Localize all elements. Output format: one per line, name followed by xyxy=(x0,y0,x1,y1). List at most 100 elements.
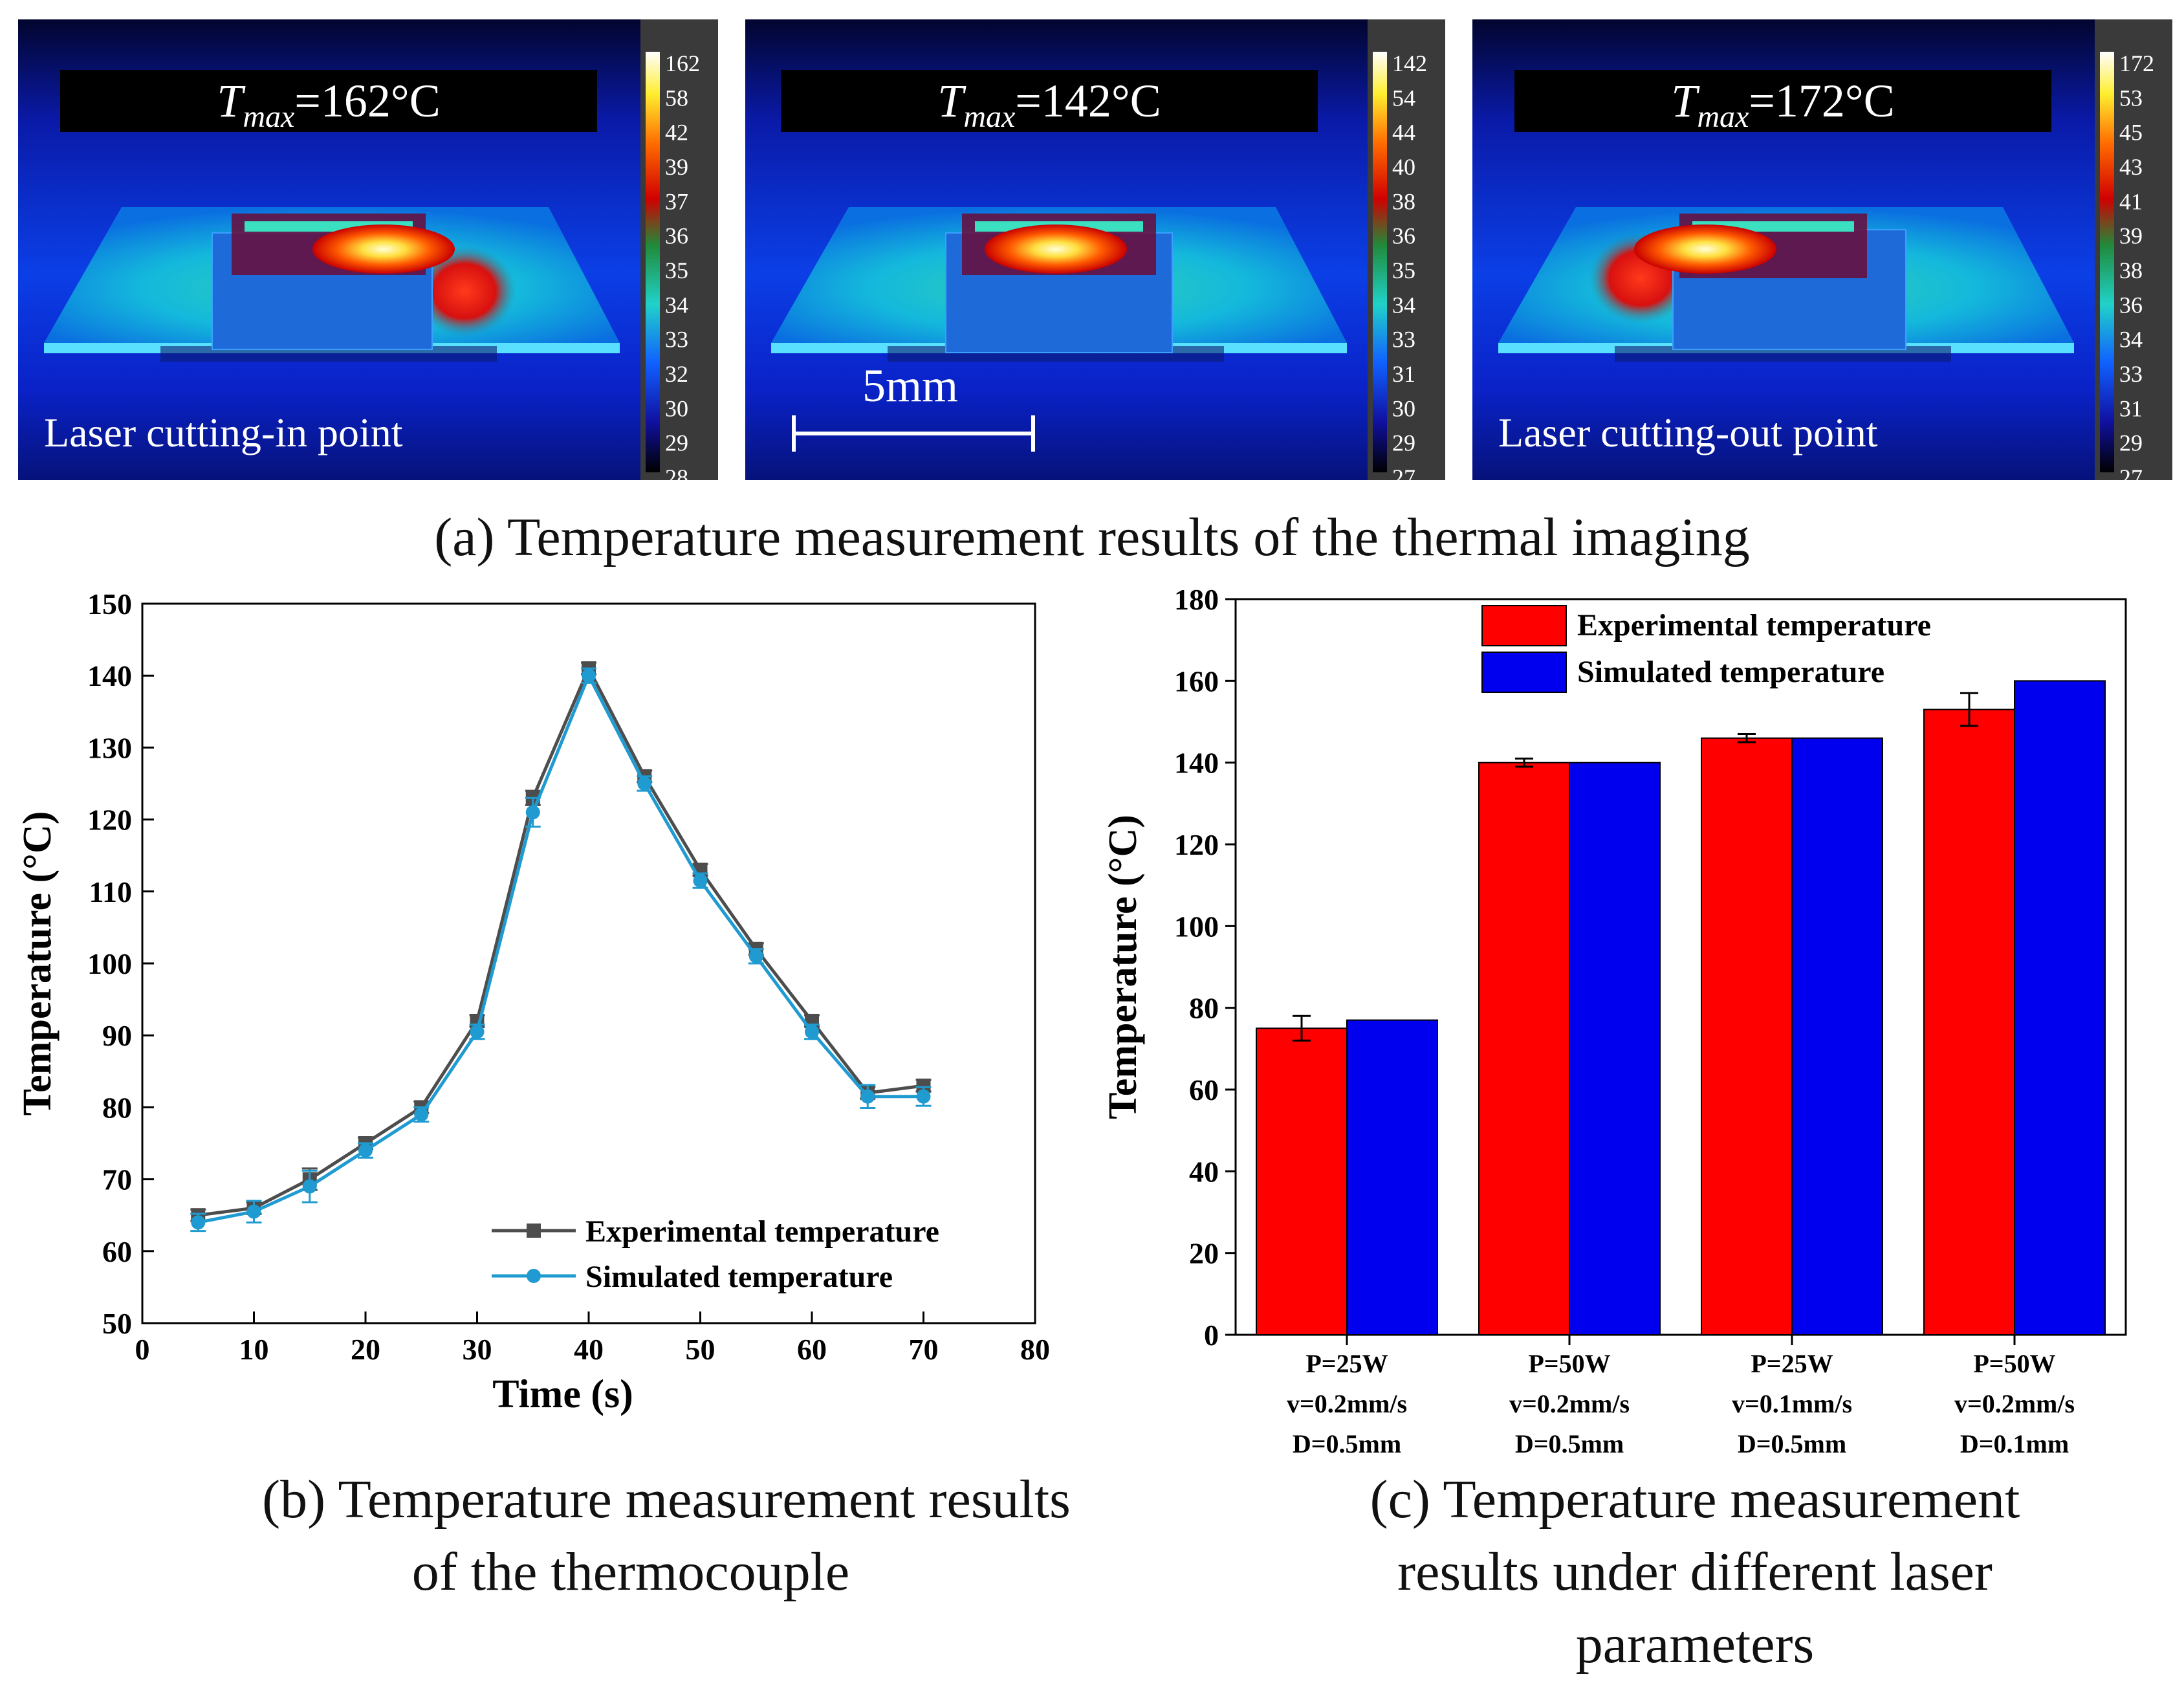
tmax-symbol: T xyxy=(1671,75,1700,127)
data-point-simulated xyxy=(414,1107,429,1122)
bar-simulated xyxy=(1791,737,1883,1335)
colorbar-tick-label: 38 xyxy=(2119,258,2143,283)
line-chart-thermocouple: 0 10 20 30 40 50 60 70 80 50 60 70 80 90 100 110 120 130 1… xyxy=(16,587,1050,1416)
bar-simulated xyxy=(1346,1019,1438,1335)
location-label: Laser cutting-out point xyxy=(1498,410,1878,455)
x-tick-label: D=0.1mm xyxy=(1960,1429,2069,1456)
colorbar-tick-label: 44 xyxy=(1392,120,1415,146)
x-tick-label: P=25W xyxy=(1305,1349,1388,1378)
caption-b-line1: (b) Temperature measurement results xyxy=(262,1469,1071,1530)
y-tick-label: 130 xyxy=(87,731,132,764)
y-tick-label: 60 xyxy=(1189,1073,1219,1106)
x-tick-label: P=50W xyxy=(1973,1349,2055,1378)
x-tick-label: 30 xyxy=(463,1333,492,1366)
x-tick-label: v=0.2mm/s xyxy=(1287,1389,1407,1418)
tmax-label: Tmax=172°C xyxy=(1671,75,1894,134)
colorbar-tick-label: 30 xyxy=(665,395,688,421)
colorbar-tick-label: 39 xyxy=(2119,223,2143,249)
caption-b-line2: of the thermocouple xyxy=(411,1542,850,1602)
y-axis-label: Temperature (°C) xyxy=(1101,815,1145,1119)
x-axis-label: Time (s) xyxy=(492,1372,633,1416)
plot-frame xyxy=(1234,598,2127,1336)
colorbar-tick-label: 31 xyxy=(2119,395,2143,421)
colorbar-tick-label: 38 xyxy=(1392,188,1415,214)
colorbar-tick-label: 29 xyxy=(1392,430,1415,456)
legend-marker xyxy=(527,1224,541,1238)
bar-experimental xyxy=(1478,762,1570,1335)
x-tick-label: 60 xyxy=(797,1333,827,1366)
x-tick-label: v=0.1mm/s xyxy=(1732,1389,1852,1418)
colorbar-tick-label: 43 xyxy=(2119,154,2143,180)
tmax-label-box xyxy=(781,70,1318,132)
data-point-simulated xyxy=(358,1143,373,1158)
legend-swatch xyxy=(1481,605,1567,646)
y-tick-label: 160 xyxy=(1174,664,1219,697)
tmax-subscript: max xyxy=(1697,100,1749,134)
thermal-image-middle: Tmax=142°C 5mm 142 54 44 40 38 36 35 34 33 31 30 29 27 xyxy=(745,19,1445,480)
colorbar-tick-label: 33 xyxy=(2119,361,2143,387)
laser-hotspot xyxy=(312,225,455,274)
colorbar-tick-label: 27 xyxy=(2119,465,2143,480)
y-tick-label: 100 xyxy=(1174,910,1219,943)
caption-c-line3: parameters xyxy=(1575,1614,1815,1674)
colorbar-tick-label: 29 xyxy=(665,430,688,456)
y-tick-label: 60 xyxy=(102,1235,132,1268)
colorbar-tick-label: 58 xyxy=(665,85,688,111)
colorbar-tick-label: 36 xyxy=(665,223,688,249)
thermal-image-cutting-out: Tmax=172°C Laser cutting-out point 172 53 45… xyxy=(1472,19,2172,480)
x-tick-label: 10 xyxy=(239,1333,269,1366)
colorbar-tick-label: 33 xyxy=(1392,327,1415,353)
data-point-simulated xyxy=(637,776,652,791)
colorbar-tick-label: 36 xyxy=(1392,223,1415,249)
data-point-simulated xyxy=(805,1024,819,1039)
y-tick-label: 140 xyxy=(1174,747,1219,780)
colorbar-tick-label: 35 xyxy=(665,258,688,283)
data-point-simulated xyxy=(246,1204,261,1219)
data-point-simulated xyxy=(582,668,596,683)
tmax-subscript: max xyxy=(963,100,1015,134)
tmax-label: Tmax=142°C xyxy=(937,75,1161,134)
y-tick-label: 150 xyxy=(87,587,132,620)
legend-marker xyxy=(527,1269,541,1283)
y-tick-label: 120 xyxy=(1174,828,1219,861)
legend-label: Simulated temperature xyxy=(1577,655,1884,689)
x-tick-label: v=0.2mm/s xyxy=(1954,1389,2075,1418)
colorbar-tick-label: 30 xyxy=(1392,395,1415,421)
tmax-symbol: T xyxy=(217,75,246,127)
x-tick-label: 80 xyxy=(1020,1333,1050,1366)
colorbar-tick-label: 34 xyxy=(1392,292,1415,318)
colorbar-tick-label: 34 xyxy=(2119,327,2143,353)
colorbar-tick-label: 45 xyxy=(2119,120,2143,146)
y-tick-label: 20 xyxy=(1189,1237,1219,1270)
data-point-simulated xyxy=(191,1215,206,1230)
laser-hotspot xyxy=(985,225,1127,274)
colorbar-tick-label: 53 xyxy=(2119,85,2143,111)
y-tick-label: 80 xyxy=(102,1091,132,1124)
x-tick-label: 70 xyxy=(909,1333,939,1366)
legend-swatch xyxy=(1481,652,1567,693)
colorbar-tick-label: 42 xyxy=(665,120,688,146)
tmax-value: =162°C xyxy=(294,75,440,127)
location-label: Laser cutting-in point xyxy=(44,410,403,455)
y-tick-label: 0 xyxy=(1204,1319,1219,1352)
y-tick-label: 140 xyxy=(87,659,132,692)
x-tick-label: 20 xyxy=(351,1333,380,1366)
colorbar-tick-label: 31 xyxy=(1392,361,1415,387)
colorbar-tick-label: 54 xyxy=(1392,85,1415,111)
colorbar-tick-label: 34 xyxy=(665,292,688,318)
colorbar-tick-label: 41 xyxy=(2119,188,2143,214)
colorbar-tick-label: 37 xyxy=(665,188,688,214)
colorbar-tick-label: 29 xyxy=(2119,430,2143,456)
colorbar-tick-label: 172 xyxy=(2119,50,2154,76)
caption-c-line2: results under different laser xyxy=(1397,1542,1993,1602)
data-point-simulated xyxy=(525,805,540,820)
y-tick-label: 110 xyxy=(89,875,132,908)
laser-hotspot xyxy=(1634,225,1776,274)
x-tick-label: v=0.2mm/s xyxy=(1509,1389,1630,1418)
legend-label: Experimental temperature xyxy=(1577,608,1931,642)
bar-chart-laser-parameters: 0 20 40 60 80 100 120 140 160 180 Temperature (°C)… xyxy=(1101,583,2127,1456)
colorbar-tick-label: 28 xyxy=(665,465,688,480)
scale-bar-label: 5mm xyxy=(862,360,958,412)
colorbar-tick-label: 27 xyxy=(1392,465,1415,480)
y-tick-label: 180 xyxy=(1174,583,1219,616)
